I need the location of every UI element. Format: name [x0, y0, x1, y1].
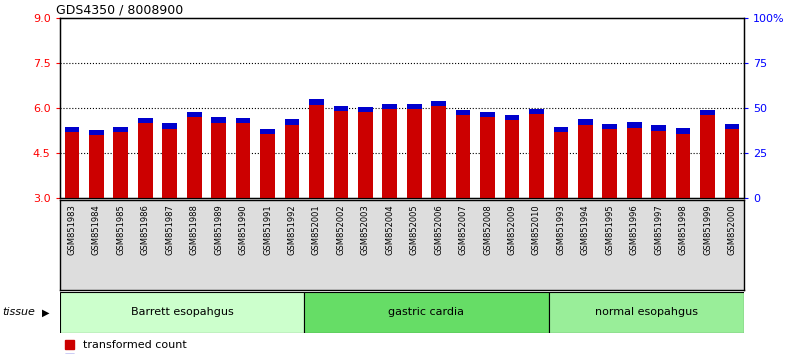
Text: GSM851992: GSM851992 [287, 205, 296, 255]
Bar [382, 104, 397, 109]
Bar [236, 118, 251, 123]
Bar [480, 112, 495, 117]
Bar [553, 127, 568, 132]
Text: GSM852004: GSM852004 [385, 205, 394, 255]
Bar [505, 120, 519, 198]
Text: normal esopahgus: normal esopahgus [595, 307, 698, 318]
Text: GSM852001: GSM852001 [312, 205, 321, 255]
Bar [407, 109, 422, 198]
Bar [431, 105, 446, 198]
Bar [64, 127, 80, 132]
Text: GSM851984: GSM851984 [92, 205, 101, 255]
Text: GSM851986: GSM851986 [141, 205, 150, 255]
Bar [456, 115, 470, 198]
Bar [724, 124, 739, 129]
Bar [260, 129, 275, 133]
Bar [358, 113, 373, 198]
Bar [64, 132, 80, 198]
Bar [114, 132, 128, 198]
Text: gastric cardia: gastric cardia [388, 307, 464, 318]
Bar [603, 129, 617, 198]
Bar [358, 107, 373, 113]
Bar [89, 135, 103, 198]
Text: GSM852006: GSM852006 [434, 205, 443, 255]
Text: GSM851998: GSM851998 [679, 205, 688, 255]
Bar [187, 117, 201, 198]
Bar [529, 109, 544, 114]
Text: ▶: ▶ [42, 307, 49, 318]
Text: GSM851994: GSM851994 [581, 205, 590, 255]
Bar [60, 292, 304, 333]
Bar [211, 123, 226, 198]
Bar [724, 129, 739, 198]
Bar [89, 130, 103, 135]
Text: Barrett esopahgus: Barrett esopahgus [131, 307, 233, 318]
Text: GSM851983: GSM851983 [68, 205, 76, 255]
Bar [431, 101, 446, 105]
Bar [676, 128, 690, 133]
Text: GSM851985: GSM851985 [116, 205, 125, 255]
Bar [187, 112, 201, 117]
Bar [651, 125, 666, 131]
Bar [162, 123, 177, 129]
Bar [553, 132, 568, 198]
Text: GSM851991: GSM851991 [263, 205, 272, 255]
Legend: transformed count, percentile rank within the sample: transformed count, percentile rank withi… [65, 340, 271, 354]
Bar [578, 119, 593, 125]
Bar [651, 131, 666, 198]
Bar [407, 104, 422, 109]
Text: GSM852005: GSM852005 [410, 205, 419, 255]
Bar [627, 122, 642, 127]
Text: GSM852000: GSM852000 [728, 205, 736, 255]
Bar [334, 105, 348, 111]
Bar [456, 110, 470, 115]
Text: GSM852007: GSM852007 [458, 205, 467, 255]
Bar [138, 123, 153, 198]
Bar [285, 119, 299, 125]
Bar [309, 105, 324, 198]
Bar [304, 292, 548, 333]
Text: GSM851989: GSM851989 [214, 205, 223, 255]
Bar [138, 118, 153, 123]
Bar [603, 124, 617, 129]
Bar [309, 99, 324, 105]
Text: GSM851997: GSM851997 [654, 205, 663, 255]
Text: tissue: tissue [2, 307, 35, 318]
Bar [382, 109, 397, 198]
Bar [236, 123, 251, 198]
Text: GSM852008: GSM852008 [483, 205, 492, 255]
Text: GSM851987: GSM851987 [166, 205, 174, 255]
Bar [676, 133, 690, 198]
Bar [114, 127, 128, 132]
Text: GDS4350 / 8008900: GDS4350 / 8008900 [57, 4, 184, 17]
Text: GSM852002: GSM852002 [337, 205, 345, 255]
Bar [700, 115, 715, 198]
Bar [334, 111, 348, 198]
Bar [578, 125, 593, 198]
Text: GSM851988: GSM851988 [189, 205, 199, 255]
Text: GSM851996: GSM851996 [630, 205, 638, 255]
Text: GSM851999: GSM851999 [703, 205, 712, 255]
Text: GSM851990: GSM851990 [239, 205, 248, 255]
Bar [548, 292, 744, 333]
Text: GSM852009: GSM852009 [508, 205, 517, 255]
Bar [211, 117, 226, 123]
Text: GSM852010: GSM852010 [532, 205, 541, 255]
Bar [260, 133, 275, 198]
Bar [529, 114, 544, 198]
Bar [162, 129, 177, 198]
Bar [505, 115, 519, 120]
Bar [480, 117, 495, 198]
Bar [627, 127, 642, 198]
Bar [285, 125, 299, 198]
Bar [700, 110, 715, 115]
Text: GSM851993: GSM851993 [556, 205, 565, 255]
Text: GSM851995: GSM851995 [605, 205, 615, 255]
Text: GSM852003: GSM852003 [361, 205, 370, 255]
